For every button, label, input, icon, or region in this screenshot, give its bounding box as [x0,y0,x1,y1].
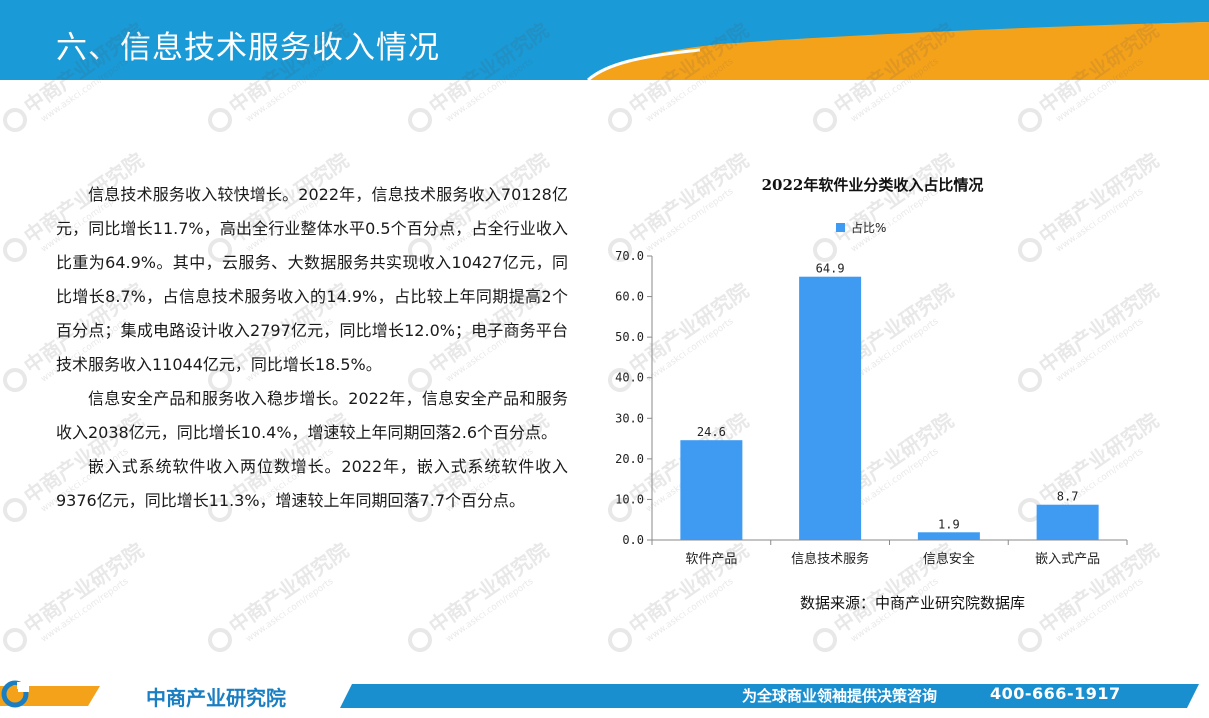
data-label: 1.9 [938,517,960,531]
footer-slogan: 为全球商业领袖提供决策咨询 [742,687,938,705]
footer-phone: 400-666-1917 [990,684,1121,703]
brand-logo-icon [1,680,29,708]
paragraph-security: 信息安全产品和服务收入稳步增长。2022年，信息安全产品和服务收入2038亿元，… [56,389,568,442]
body-text: 信息技术服务收入较快增长。2022年，信息技术服务收入70128亿元，同比增长1… [56,178,568,518]
legend-label: 占比% [851,221,887,235]
legend-swatch [836,223,845,232]
paragraph-embedded: 嵌入式系统软件收入两位数增长。2022年，嵌入式系统软件收入9376亿元，同比增… [56,457,568,510]
y-tick-label: 40.0 [615,371,644,385]
header-banner [0,0,1209,80]
bar-chart: 0.0 10.0 20.0 30.0 40.0 50.0 60.0 70.0 24.6 软件产品 6… [615,249,1128,567]
svg-text:中商产业研究院: 中商产业研究院 [20,538,148,638]
svg-text:中商产业研究院: 中商产业研究院 [425,538,553,638]
svg-text:www.askci.com/reports: www.askci.com/reports [444,576,535,644]
page-header: 六、信息技术服务收入情况 [0,0,1209,80]
svg-text:中商产业研究院: 中商产业研究院 [625,148,753,248]
data-label: 24.6 [697,425,726,439]
y-tick-label: 0.0 [622,533,644,547]
bar [917,532,980,540]
paragraph-it-services: 信息技术服务收入较快增长。2022年，信息技术服务收入70128亿元，同比增长1… [56,185,568,374]
bar [799,276,862,540]
footer-brand: 中商产业研究院 [146,686,286,710]
bar [680,440,743,540]
x-tick-label: 软件产品 [685,552,737,567]
y-tick-label: 10.0 [615,492,644,506]
data-label: 8.7 [1057,490,1079,504]
y-tick-label: 30.0 [615,411,644,425]
svg-text:中商产业研究院: 中商产业研究院 [1035,148,1163,248]
bar [1036,504,1099,540]
y-tick-label: 60.0 [615,290,644,304]
x-tick-label: 嵌入式产品 [1035,552,1100,567]
y-tick-label: 50.0 [615,330,644,344]
data-source: 数据来源：中商产业研究院数据库 [799,594,1025,612]
svg-text:中商产业研究院: 中商产业研究院 [225,538,353,638]
chart-title: 2022年软件业分类收入占比情况 [761,176,984,194]
page-title: 六、信息技术服务收入情况 [56,30,440,66]
y-tick-label: 20.0 [615,452,644,466]
page-footer: 中商产业研究院 为全球商业领袖提供决策咨询 400-666-1917 [0,680,1209,718]
svg-text:www.askci.com/reports: www.askci.com/reports [39,576,130,644]
data-label: 64.9 [816,262,845,276]
y-tick-label: 70.0 [615,249,644,263]
x-tick-label: 信息安全 [923,551,975,567]
x-tick-label: 信息技术服务 [791,551,869,567]
chart-legend: 占比% [836,219,886,236]
svg-text:www.askci.com/reports: www.askci.com/reports [244,576,335,644]
